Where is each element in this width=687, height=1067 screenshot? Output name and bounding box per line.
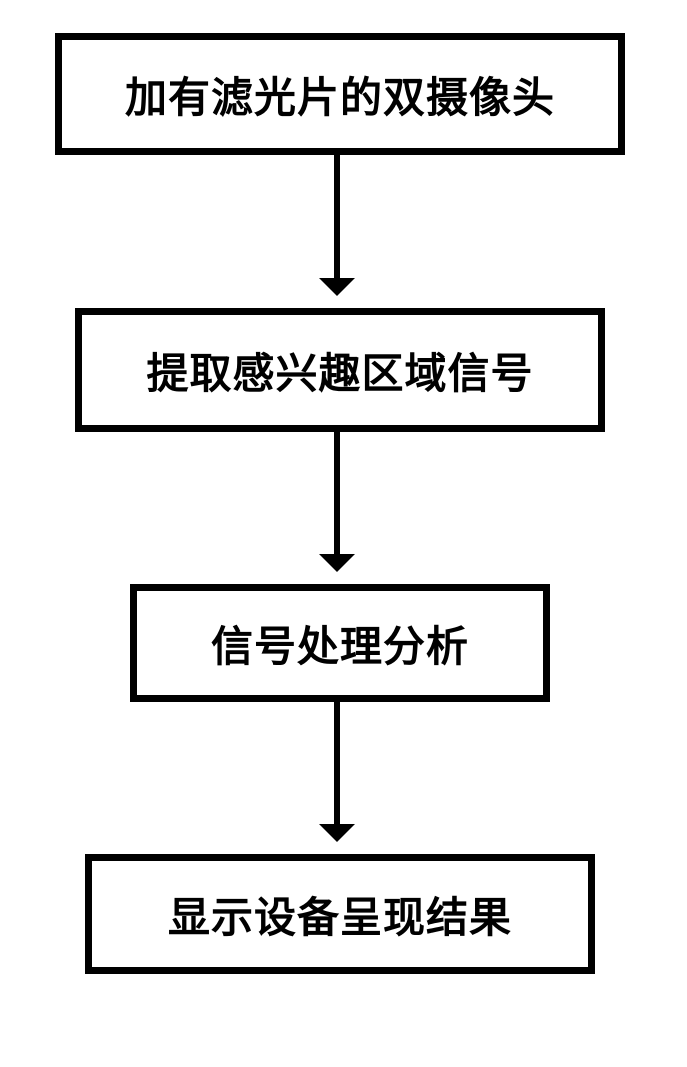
flowchart-node-n2: 提取感兴趣区域信号 <box>75 308 605 432</box>
flowchart-arrow-head <box>319 824 355 842</box>
flowchart-arrow-line <box>334 155 340 278</box>
flowchart-node-label: 显示设备呈现结果 <box>168 884 512 945</box>
flowchart-canvas: 加有滤光片的双摄像头提取感兴趣区域信号信号处理分析显示设备呈现结果 <box>0 0 687 1067</box>
flowchart-arrow-head <box>319 278 355 296</box>
flowchart-arrow-head <box>319 554 355 572</box>
flowchart-arrow-line <box>334 702 340 824</box>
flowchart-node-n1: 加有滤光片的双摄像头 <box>55 33 625 155</box>
flowchart-node-n3: 信号处理分析 <box>130 584 550 702</box>
flowchart-node-label: 信号处理分析 <box>211 613 469 674</box>
flowchart-node-n4: 显示设备呈现结果 <box>85 854 595 974</box>
flowchart-node-label: 加有滤光片的双摄像头 <box>125 64 555 125</box>
flowchart-node-label: 提取感兴趣区域信号 <box>146 340 533 401</box>
flowchart-arrow-line <box>334 432 340 554</box>
